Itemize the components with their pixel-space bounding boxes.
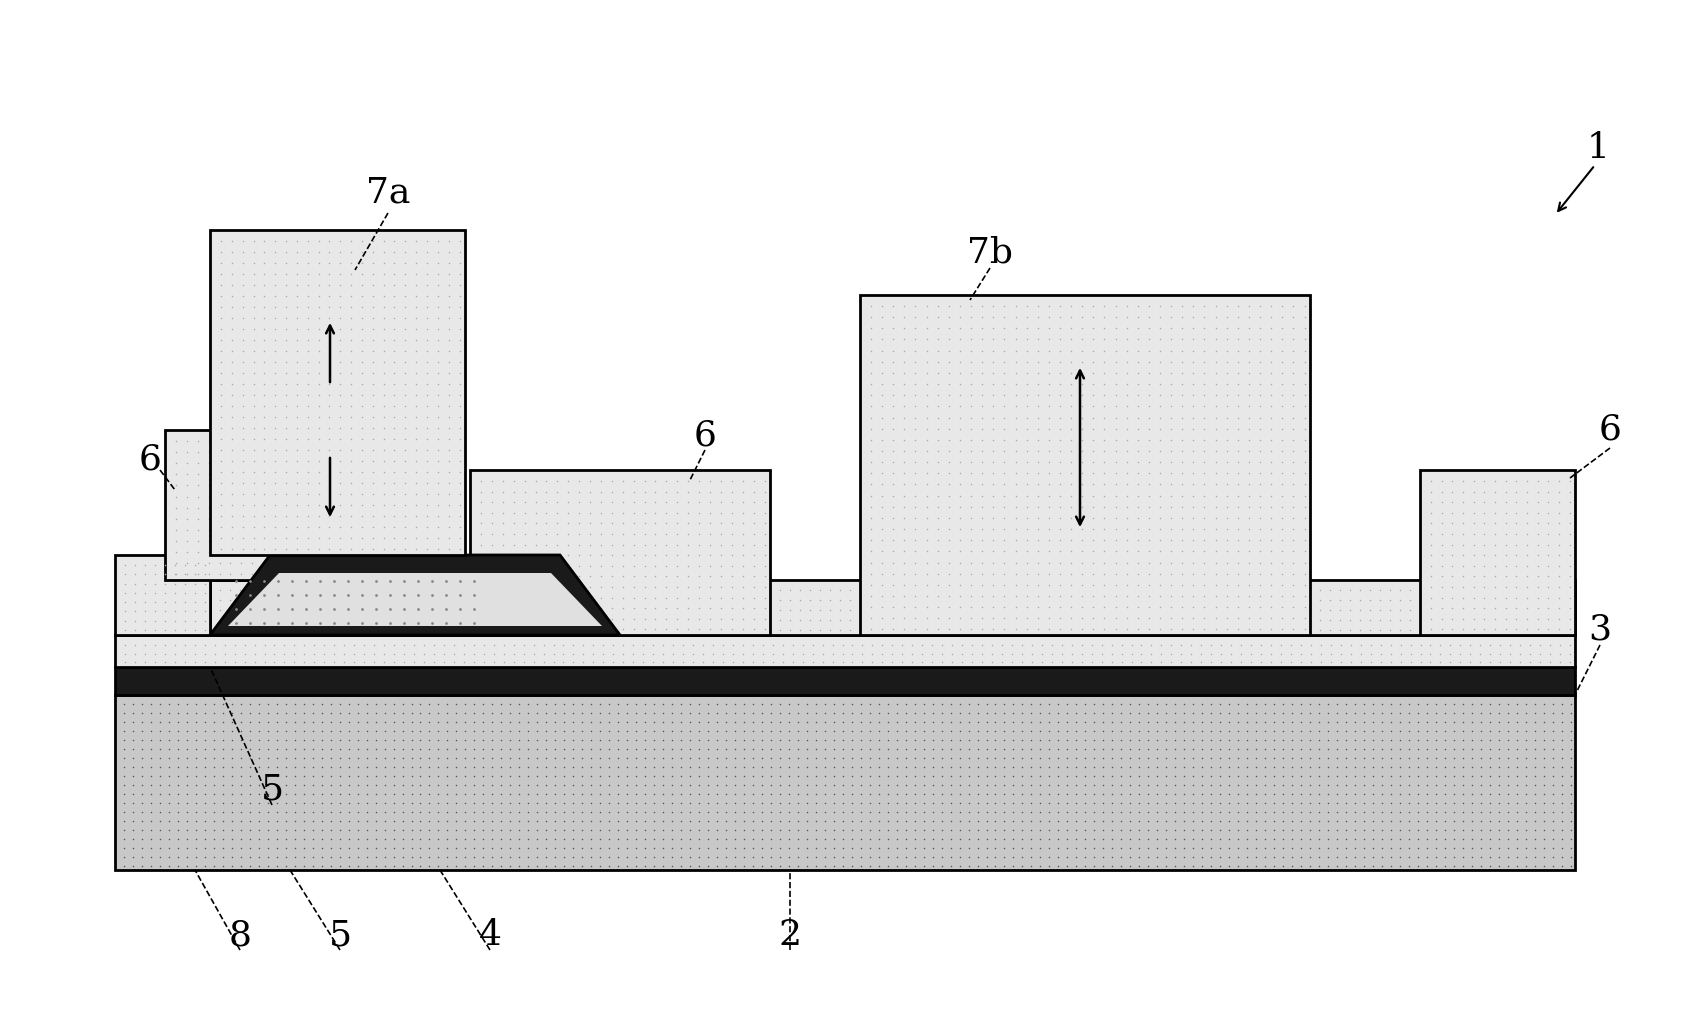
Text: 4: 4 [479,918,502,952]
Bar [211,230,465,555]
Text: 6: 6 [694,418,716,452]
Text: 5: 5 [329,918,352,952]
Text: 3: 3 [1589,613,1611,647]
Bar [115,635,1575,667]
Text: 7a: 7a [366,176,409,210]
Bar [115,695,1575,870]
Polygon shape [211,555,620,635]
Bar [859,295,1309,635]
Polygon shape [227,573,602,626]
Bar [1420,470,1575,635]
Text: 6: 6 [138,443,162,477]
Text: 6: 6 [1599,414,1621,447]
Text: 7b: 7b [967,236,1013,270]
Text: 1: 1 [1587,131,1609,165]
Text: 8: 8 [229,918,251,952]
Bar [470,470,770,635]
Bar [165,430,409,580]
Bar [115,667,1575,695]
Bar [211,580,1575,635]
Text: 5: 5 [261,773,283,807]
Bar [115,555,211,635]
Text: 2: 2 [778,918,802,952]
